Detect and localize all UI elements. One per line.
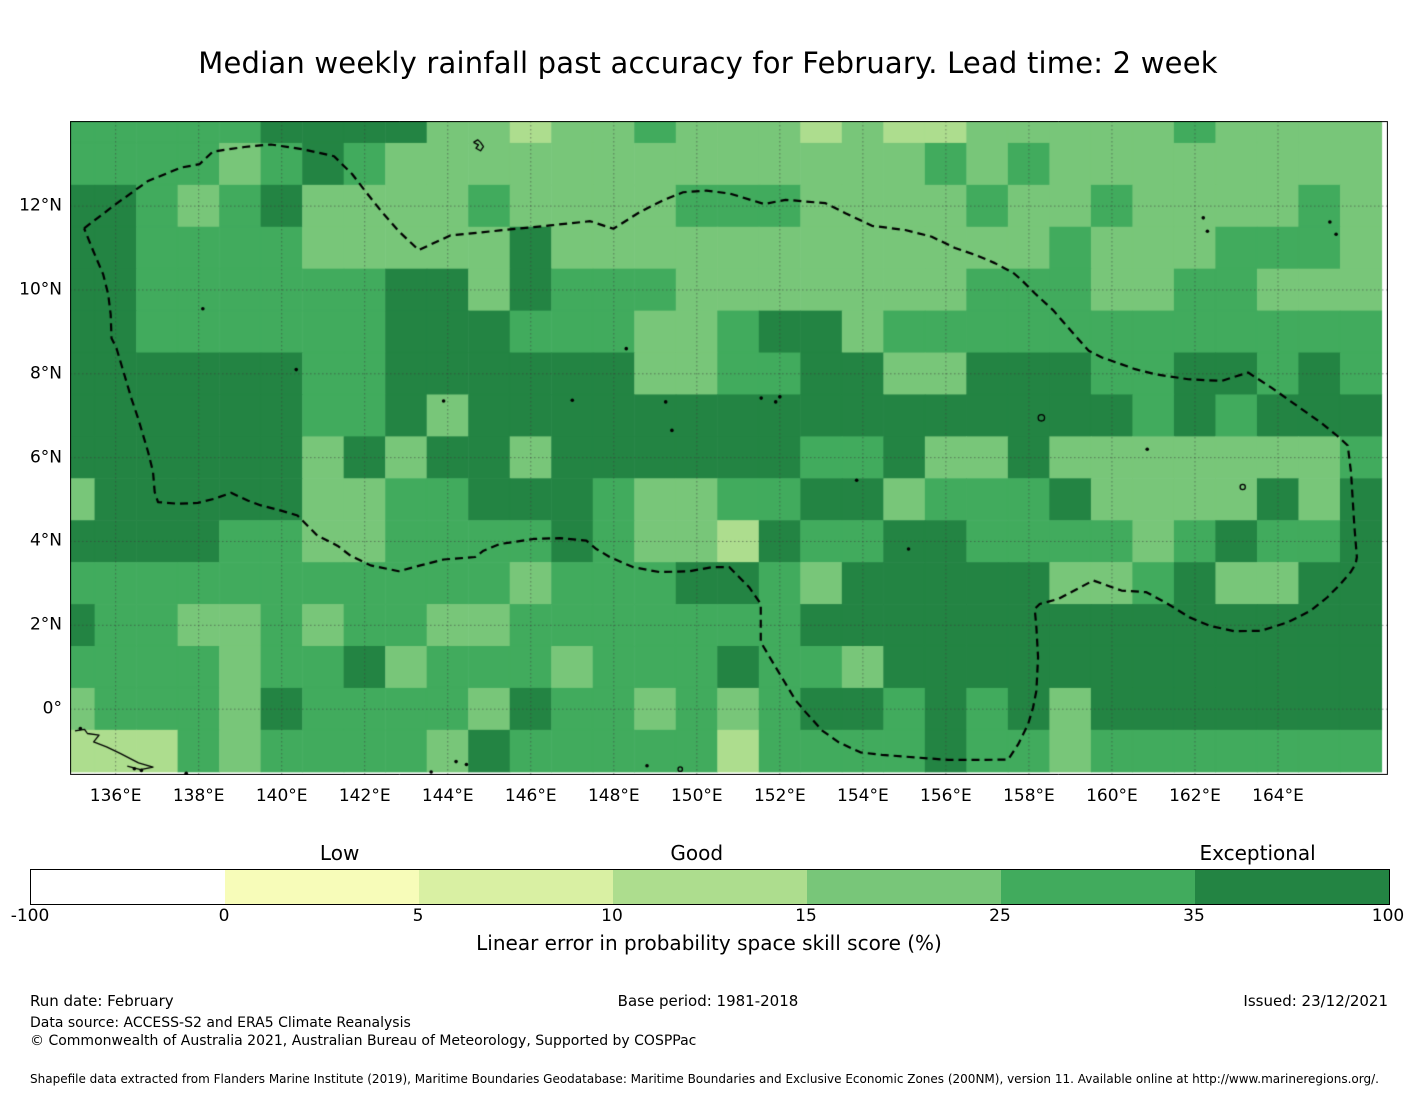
lat-tick-label: 6°N <box>29 447 62 468</box>
lat-tick-label: 4°N <box>29 531 62 552</box>
lon-tick-label: 156°E <box>920 786 972 806</box>
colorbar-category-label: Exceptional <box>1199 841 1316 865</box>
footer-shapefile-note: Shapefile data extracted from Flanders M… <box>30 1072 1379 1086</box>
plot-title: Median weekly rainfall past accuracy for… <box>198 46 1218 80</box>
colorbar-segment-35to100 <box>1195 870 1389 904</box>
colorbar-segment-15to25 <box>807 870 1001 904</box>
footer-data-source: Data source: ACCESS-S2 and ERA5 Climate … <box>30 1015 411 1031</box>
colorbar-tick-label: 35 <box>1183 906 1205 926</box>
lon-tick-label: 154°E <box>837 786 889 806</box>
lon-tick-label: 158°E <box>1003 786 1055 806</box>
lon-tick-label: 148°E <box>587 786 640 806</box>
colorbar <box>30 869 1390 905</box>
colorbar-category-label: Good <box>670 841 724 865</box>
lon-tick-label: 138°E <box>172 786 225 806</box>
lat-tick-label: 10°N <box>19 279 62 300</box>
colorbar-tick-label: 5 <box>412 906 424 926</box>
lat-tick-label: 8°N <box>29 363 62 384</box>
colorbar-tick-label: 100 <box>1371 906 1405 926</box>
lon-tick-label: 152°E <box>753 786 806 806</box>
colorbar-tick-label: 25 <box>989 906 1011 926</box>
lat-tick-label: 2°N <box>29 614 62 635</box>
footer-run-date: Run date: February <box>30 992 174 1010</box>
colorbar-axis-label: Linear error in probability space skill … <box>476 931 942 955</box>
colorbar-tick-label: 15 <box>795 906 817 926</box>
colorbar-segment-25to35 <box>1001 870 1195 904</box>
colorbar-segment-5to10 <box>419 870 613 904</box>
lon-tick-label: 146°E <box>504 786 557 806</box>
lon-tick-label: 144°E <box>421 786 474 806</box>
colorbar-tick-label: 10 <box>601 906 623 926</box>
lon-tick-label: 136°E <box>89 786 142 806</box>
lat-tick-label: 12°N <box>19 195 62 216</box>
colorbar-category-label: Low <box>319 841 360 865</box>
colorbar-segment-0to5 <box>225 870 419 904</box>
skill-score-map <box>70 121 1388 775</box>
footer-copyright: © Commonwealth of Australia 2021, Austra… <box>30 1033 697 1049</box>
footer-base-period: Base period: 1981-2018 <box>617 992 799 1010</box>
lon-tick-label: 164°E <box>1252 786 1304 806</box>
colorbar-segment-10to15 <box>613 870 807 904</box>
colorbar-tick-label: 0 <box>218 906 230 926</box>
lon-tick-label: 150°E <box>670 786 723 806</box>
lat-tick-label: 0° <box>42 698 62 719</box>
footer-issued-date: Issued: 23/12/2021 <box>1243 992 1388 1010</box>
lon-tick-label: 160°E <box>1086 786 1138 806</box>
lon-tick-label: 142°E <box>338 786 391 806</box>
lon-tick-label: 162°E <box>1169 786 1221 806</box>
colorbar-segment--100to0 <box>31 870 225 904</box>
lon-tick-label: 140°E <box>255 786 308 806</box>
colorbar-tick-label: -100 <box>10 906 50 926</box>
